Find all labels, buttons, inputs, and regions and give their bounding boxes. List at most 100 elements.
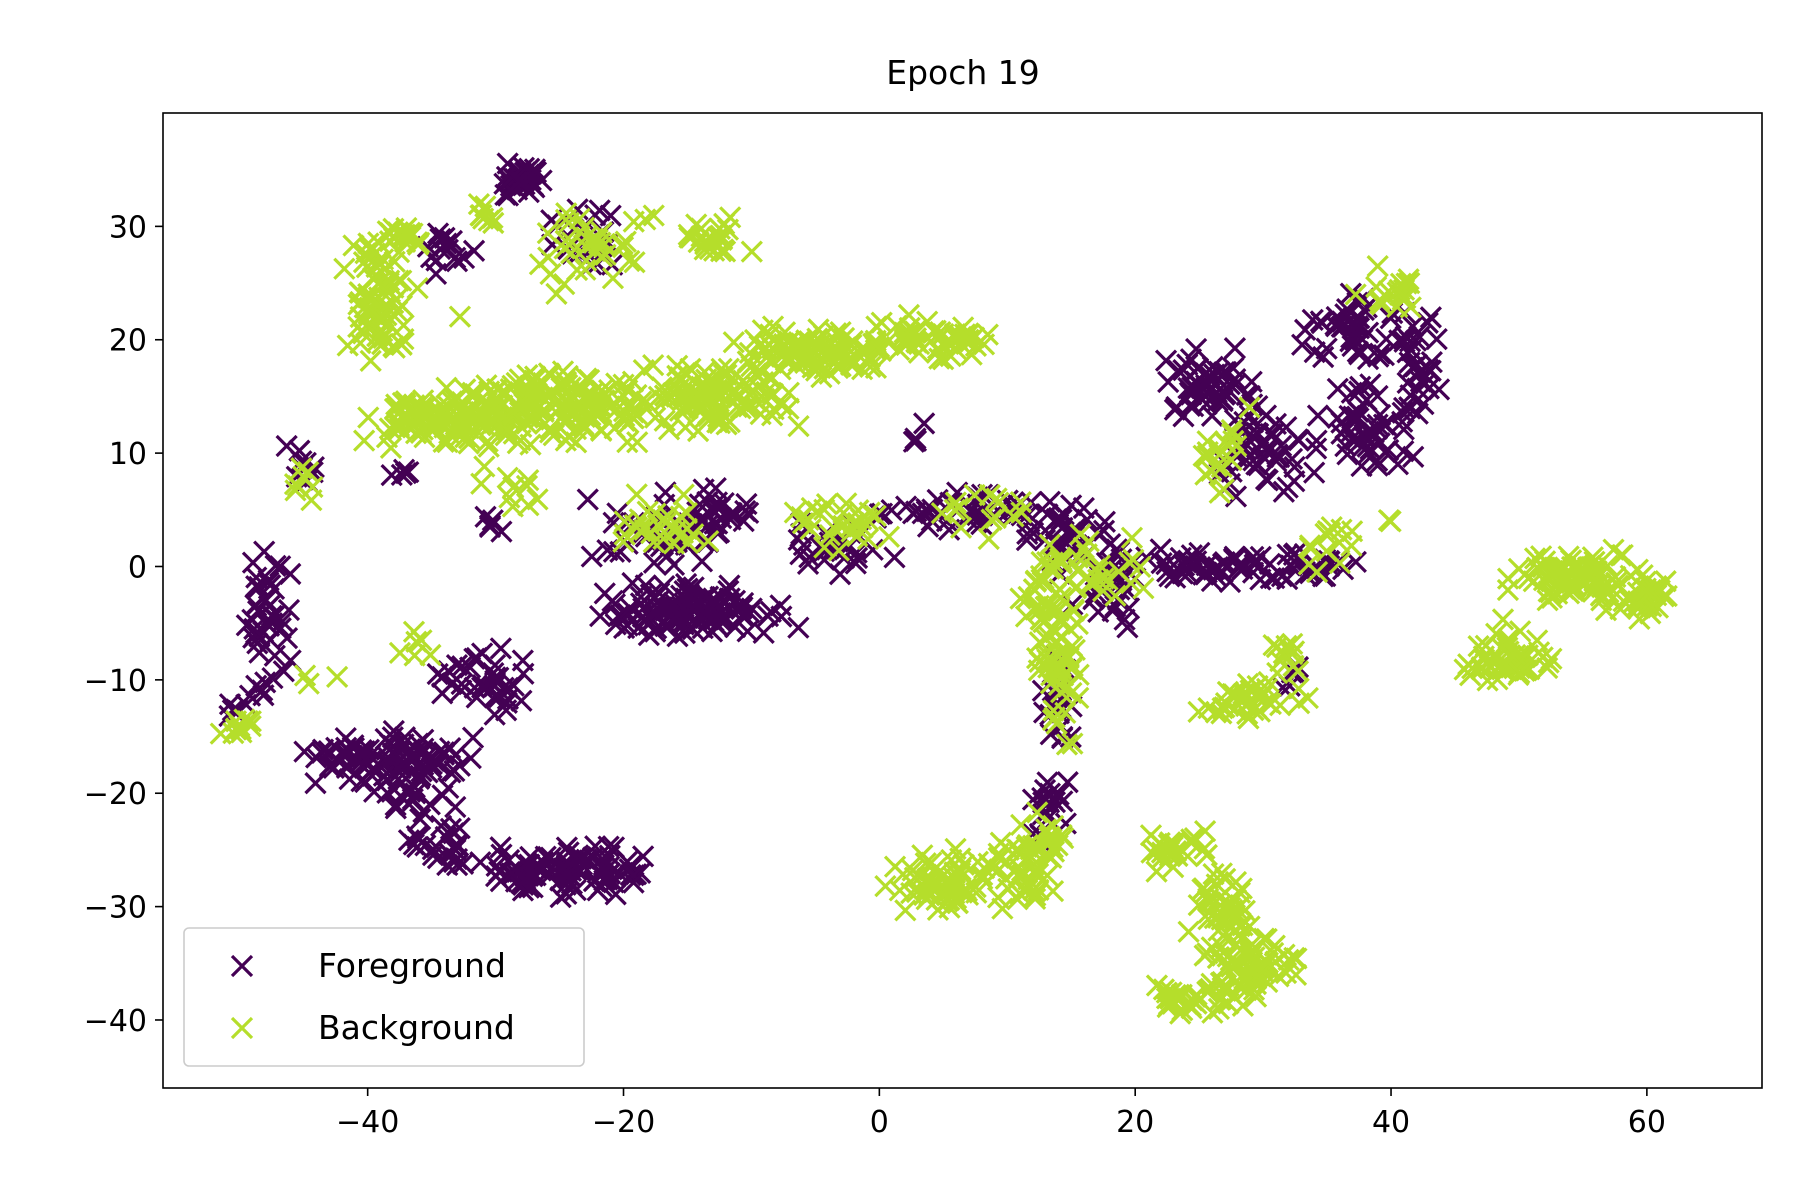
data-point	[465, 686, 488, 709]
data-point	[421, 838, 444, 861]
legend-marker	[230, 1016, 254, 1040]
data-point	[428, 237, 452, 261]
data-point	[452, 401, 475, 424]
data-point	[802, 340, 825, 363]
data-point	[1286, 660, 1310, 683]
data-point	[1224, 870, 1248, 894]
data-point	[1283, 470, 1306, 493]
data-point	[1118, 551, 1141, 574]
data-point	[770, 393, 793, 417]
data-point	[463, 647, 486, 670]
data-point	[591, 857, 614, 880]
data-point	[272, 660, 295, 683]
data-point	[720, 504, 743, 527]
data-point	[602, 871, 625, 894]
data-point	[264, 554, 287, 577]
data-point	[740, 240, 763, 263]
data-point	[429, 227, 452, 251]
data-point	[706, 512, 729, 535]
data-point	[959, 330, 982, 353]
data-point	[277, 598, 301, 622]
data-point	[1180, 544, 1203, 567]
data-point	[1195, 880, 1218, 903]
data-point	[444, 833, 467, 857]
data-point	[1266, 661, 1289, 685]
data-point	[646, 597, 669, 621]
data-point	[683, 600, 706, 623]
data-point	[359, 349, 382, 373]
data-point	[1458, 664, 1482, 687]
data-point	[938, 896, 961, 919]
data-point	[449, 424, 472, 447]
data-point	[1009, 587, 1032, 610]
data-point	[675, 517, 698, 541]
data-point	[490, 520, 513, 543]
y-tick-label: 0	[128, 550, 147, 585]
data-point	[561, 404, 584, 427]
data-point	[1281, 632, 1304, 655]
data-point	[512, 662, 535, 685]
data-point	[537, 246, 560, 269]
data-point	[663, 607, 686, 630]
data-point	[926, 488, 949, 511]
data-point	[732, 369, 755, 392]
data-point	[254, 589, 278, 612]
data-point	[428, 399, 451, 423]
data-point	[1386, 453, 1410, 476]
data-point	[1120, 526, 1144, 549]
data-point	[451, 655, 474, 678]
data-point	[1303, 461, 1326, 484]
data-point	[1417, 358, 1440, 381]
data-point	[489, 836, 512, 859]
data-point	[944, 491, 968, 514]
data-point	[930, 324, 953, 347]
data-point	[949, 516, 973, 539]
data-point	[555, 836, 578, 859]
data-point	[1336, 443, 1359, 466]
data-point	[1399, 339, 1423, 362]
data-point	[977, 527, 1000, 551]
data-point	[869, 339, 893, 363]
data-point	[1062, 599, 1085, 623]
data-point	[332, 744, 355, 767]
data-point	[1113, 608, 1136, 631]
data-point	[542, 424, 565, 447]
data-point	[994, 867, 1017, 890]
data-point	[1040, 664, 1063, 687]
data-point	[383, 250, 406, 273]
data-point	[1213, 551, 1236, 574]
data-point	[443, 759, 466, 783]
data-point	[1368, 288, 1391, 311]
data-point	[262, 605, 285, 628]
data-point	[1207, 997, 1231, 1021]
data-point	[1186, 357, 1209, 380]
data-point	[1132, 577, 1155, 600]
data-point	[437, 776, 460, 800]
data-point	[384, 288, 407, 311]
data-point	[749, 402, 772, 426]
data-point	[914, 852, 937, 875]
data-point	[1217, 379, 1241, 403]
data-point	[1353, 423, 1376, 446]
chart-title: Epoch 19	[886, 53, 1040, 92]
data-point	[555, 202, 578, 225]
data-point	[1303, 341, 1326, 364]
data-point	[1366, 254, 1389, 278]
data-point	[1288, 692, 1311, 715]
data-point	[813, 536, 836, 559]
data-point	[507, 170, 531, 193]
y-tick-label: −20	[84, 777, 147, 812]
data-point	[598, 844, 621, 867]
data-point	[609, 603, 632, 627]
data-point	[752, 621, 775, 645]
data-point	[1197, 979, 1220, 1002]
data-point	[1497, 630, 1520, 653]
data-point	[241, 551, 265, 574]
data-point	[398, 221, 422, 244]
data-point	[490, 843, 513, 866]
y-tick-label: −30	[84, 891, 147, 926]
data-point	[1256, 970, 1279, 994]
data-point	[693, 230, 716, 253]
data-point	[876, 330, 899, 353]
data-point	[1406, 402, 1429, 425]
